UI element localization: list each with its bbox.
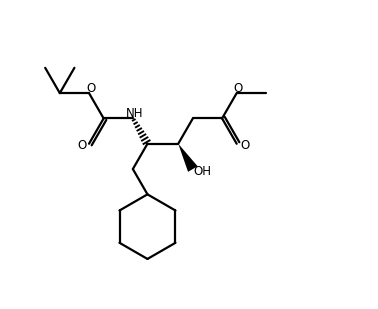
- Polygon shape: [178, 144, 198, 172]
- Text: O: O: [234, 82, 243, 95]
- Text: O: O: [77, 139, 87, 152]
- Text: O: O: [86, 82, 95, 95]
- Text: O: O: [241, 139, 250, 152]
- Text: NH: NH: [125, 107, 143, 120]
- Text: OH: OH: [193, 165, 211, 178]
